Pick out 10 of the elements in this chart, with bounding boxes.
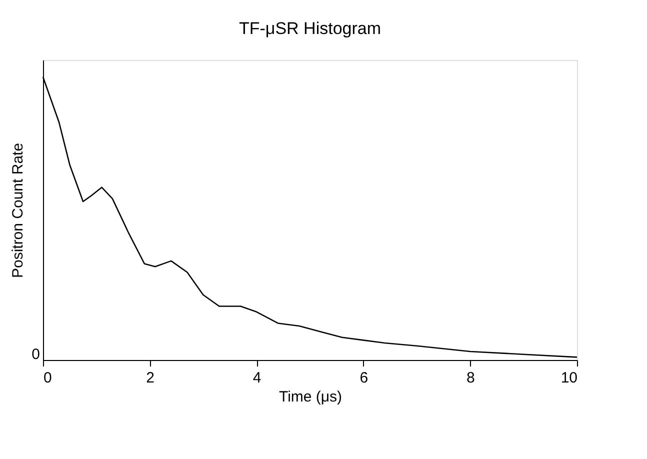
x-tick-label: 6 — [360, 370, 368, 386]
x-tick-label: 2 — [146, 370, 154, 386]
x-tick-label: 8 — [466, 370, 475, 386]
chart-title: TF-μSR Histogram — [238, 19, 382, 38]
text: 0 — [32, 346, 40, 363]
x-axis-title: Time (μs) — [278, 388, 342, 406]
x-tick-label: 10 — [560, 370, 578, 386]
x-tick-label: 0 — [44, 370, 52, 386]
y-axis-title: Positron Count Rate — [10, 142, 26, 278]
x-tick-label: 4 — [252, 370, 262, 386]
